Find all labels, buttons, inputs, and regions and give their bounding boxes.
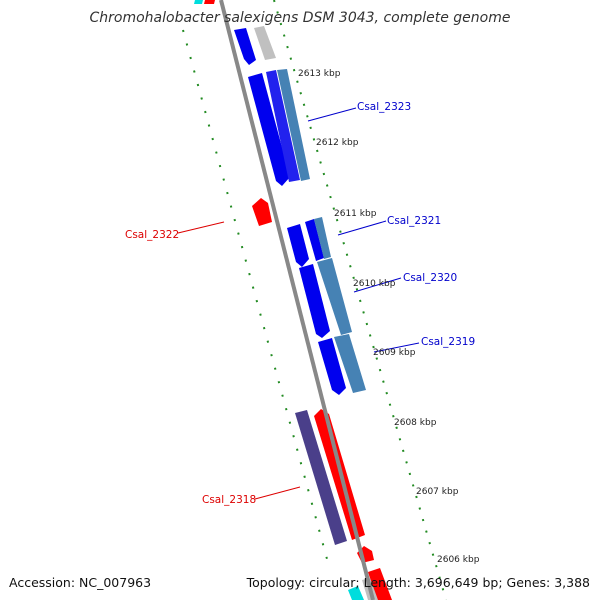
gene-csal-2318-secondary xyxy=(295,410,347,545)
topology-label: Topology: circular; Length: 3,696,649 bp… xyxy=(246,575,590,590)
map-title: Chromohalobacter salexigens DSM 3043, co… xyxy=(89,10,511,26)
gene-features xyxy=(194,0,392,600)
gene-csal-2321-tertiary xyxy=(314,217,331,259)
gene-csal-2321 xyxy=(287,224,309,267)
gene-bottom-red-2 xyxy=(368,568,392,600)
leader-csal-2319 xyxy=(373,342,420,353)
gene-forward-top xyxy=(234,28,256,65)
kbp-tick-label: 2608 kbp xyxy=(394,418,437,428)
gene-csal-2321-secondary xyxy=(305,219,324,261)
gene-top-partial-red xyxy=(204,0,215,4)
gene-csal-2323-secondary xyxy=(266,70,300,182)
gene-csal-2322 xyxy=(252,198,272,226)
kbp-tick-label: 2607 kbp xyxy=(416,487,459,497)
kbp-tick-label: 2609 kbp xyxy=(373,348,416,358)
leader-csal-2323 xyxy=(307,107,357,122)
gene-label: Csal_2322 xyxy=(125,229,179,241)
leader-csal-2322 xyxy=(177,221,225,234)
gene-label: Csal_2320 xyxy=(403,272,457,284)
gene-csal-2323-tertiary xyxy=(277,69,310,181)
gene-csal-2319 xyxy=(318,338,346,395)
kbp-tick-label: 2606 kbp xyxy=(437,555,480,565)
gene-forward-top-grey xyxy=(254,26,276,60)
gene-bottom-cyan xyxy=(348,586,364,600)
kbp-tick-label: 2610 kbp xyxy=(353,279,396,289)
gene-csal-2319-secondary xyxy=(334,334,366,393)
kbp-tick-label: 2613 kbp xyxy=(298,69,341,79)
kbp-tick-label: 2612 kbp xyxy=(316,138,359,148)
gene-label: Csal_2323 xyxy=(357,101,411,113)
gene-label: Csal_2319 xyxy=(421,336,475,348)
gene-csal-2320-secondary xyxy=(317,258,352,335)
leader-csal-2321 xyxy=(337,220,387,236)
accession-label: Accession: NC_007963 xyxy=(9,575,152,590)
label-leaders xyxy=(177,107,420,500)
kbp-tick-label: 2611 kbp xyxy=(334,209,377,219)
gene-csal-2323 xyxy=(248,73,290,186)
genome-backbone xyxy=(219,0,375,600)
gene-label: Csal_2321 xyxy=(387,215,441,227)
gene-csal-2320 xyxy=(299,264,330,338)
leader-csal-2320 xyxy=(353,277,402,293)
gene-top-partial-cyan xyxy=(194,0,203,4)
leader-csal-2318 xyxy=(254,486,301,500)
outer-dotted-track xyxy=(273,0,447,600)
gene-label: Csal_2318 xyxy=(202,494,256,506)
